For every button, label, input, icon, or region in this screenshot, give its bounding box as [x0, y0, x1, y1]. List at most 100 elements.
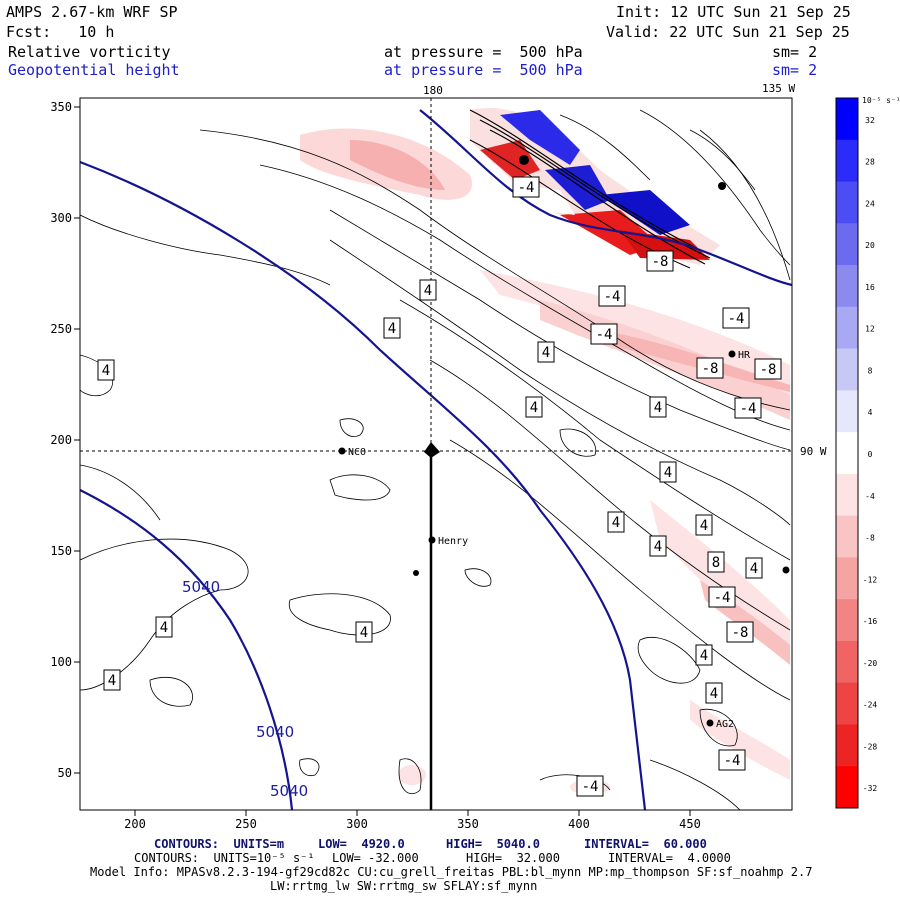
contour-label: 4	[360, 625, 368, 641]
contour-label-box	[745, 557, 763, 579]
contour-label-box	[512, 176, 540, 198]
contour-label: 4	[750, 561, 758, 577]
plot-frame	[79, 97, 793, 811]
height-label: 5040	[182, 578, 220, 596]
x-tick: 400	[568, 817, 590, 831]
colorbar-tick: -16	[863, 617, 878, 626]
contour-label: 4	[388, 321, 396, 337]
contour-label: 4	[664, 465, 672, 481]
x-tick: 300	[346, 817, 368, 831]
lon-label-90w: 90 W	[800, 445, 827, 458]
contours1-interval: INTERVAL= 60.000	[584, 837, 707, 851]
contour-label-box	[576, 775, 604, 797]
contour-label: 4	[108, 673, 116, 689]
contour-label-box	[97, 359, 115, 381]
contour-label-box	[649, 396, 667, 418]
colorbar-tick: -8	[865, 534, 875, 543]
contour-label-box	[734, 397, 762, 419]
lon-label-135w: 135 W	[762, 82, 795, 95]
x-tick: 250	[235, 817, 257, 831]
colorbar-tick: 16	[865, 283, 875, 292]
contour-label-box	[598, 285, 626, 307]
contour-label-box	[525, 396, 543, 418]
y-tick: 350	[50, 100, 72, 114]
height-contours	[80, 109, 792, 810]
field2-smoothing: sm= 2	[772, 61, 818, 79]
valid-time: Valid: 22 UTC Sun 21 Sep 25	[606, 23, 850, 41]
x-tick: 450	[679, 817, 701, 831]
y-tick: 300	[50, 211, 72, 225]
colorbar-swatch	[836, 265, 858, 308]
contour-label-box	[722, 307, 750, 329]
contour-label-box	[355, 621, 373, 643]
contour-label: 4	[710, 686, 718, 702]
contour-label: -4	[740, 401, 757, 417]
y-tick: 150	[50, 544, 72, 558]
contour-label-box	[695, 644, 713, 666]
contour-label: 4	[654, 400, 662, 416]
contour-label: -8	[652, 254, 669, 270]
colorbar-swatch	[836, 306, 858, 350]
contour-label: -4	[582, 779, 599, 795]
colorbar-swatch	[836, 98, 858, 141]
contour-label-box	[155, 616, 173, 638]
colorbar-unit: 10⁻⁵ s⁻¹	[862, 96, 900, 105]
contour-label: 4	[160, 620, 168, 636]
y-tick: 100	[50, 655, 72, 669]
colorbar-tick: 12	[865, 325, 875, 334]
contour-label: -4	[518, 180, 535, 196]
colorbar-swatch	[836, 766, 858, 809]
contour-label: 8	[712, 555, 720, 571]
contour-label: 4	[542, 345, 550, 361]
x-tick: 350	[457, 817, 479, 831]
contour-label: 4	[700, 648, 708, 664]
field1-smoothing: sm= 2	[772, 43, 818, 61]
contour-label: -4	[604, 289, 621, 305]
contour-label-box	[754, 358, 782, 380]
model-info: Model Info: MPASv8.2.3-194-gf29cd82c CU:…	[90, 865, 813, 879]
colorbar-tick: -24	[863, 701, 878, 710]
height-label: 5040	[270, 782, 308, 800]
contour-label: -4	[728, 311, 745, 327]
colorbar-tick: 0	[868, 450, 873, 459]
colorbar-tick: -4	[865, 492, 875, 501]
colorbar-tick: 32	[865, 116, 875, 125]
contour-label: 4	[654, 539, 662, 555]
pole-marker	[424, 442, 440, 458]
field1-name: Relative vorticity	[8, 43, 171, 61]
forecast-hour: Fcst: 10 h	[6, 23, 115, 41]
contours2-low: LOW= -32.000	[332, 851, 419, 865]
colorbar-swatch	[836, 181, 858, 224]
colorbar: 32 28 24 20 16 12 8 4 0 -4 -8 -12 -16 -20 -24 -28 -32	[835, 97, 878, 809]
colorbar-tick: 24	[865, 199, 875, 208]
contours1-high: HIGH= 5040.0	[446, 837, 540, 851]
contour-label-box	[103, 669, 121, 691]
colorbar-swatch	[836, 682, 858, 725]
contour-label-box	[590, 323, 618, 345]
contours2-label: CONTOURS: UNITS=10⁻⁵ s⁻¹	[134, 851, 315, 865]
contour-label: 4	[612, 515, 620, 531]
contour-label-box	[649, 535, 667, 557]
station-henry: Henry	[438, 536, 468, 547]
init-time: Init: 12 UTC Sun 21 Sep 25	[616, 3, 851, 21]
colorbar-tick: 4	[868, 408, 873, 417]
height-label: 5040	[256, 723, 294, 741]
contour-label-box	[708, 586, 736, 608]
colorbar-tick: -32	[863, 784, 878, 793]
contour-label-box	[707, 551, 725, 573]
contour-label: -8	[702, 361, 719, 377]
colorbar-tick: -12	[863, 575, 878, 584]
colorbar-tick: 8	[868, 366, 873, 375]
plot-area	[80, 98, 792, 810]
colorbar-tick: -28	[863, 742, 878, 751]
y-tick: 50	[58, 766, 72, 780]
x-tick: 200	[124, 817, 146, 831]
model-info-2: LW:rrtmg_lw SW:rrtmg_sw SFLAY:sf_mynn	[270, 879, 538, 893]
colorbar-swatch	[836, 348, 858, 391]
contour-label-box	[695, 514, 713, 536]
station-ag2: AG2	[716, 719, 734, 730]
colorbar-swatch	[836, 557, 858, 600]
colorbar-swatch	[836, 640, 858, 684]
field2-name: Geopotential height	[8, 61, 180, 79]
